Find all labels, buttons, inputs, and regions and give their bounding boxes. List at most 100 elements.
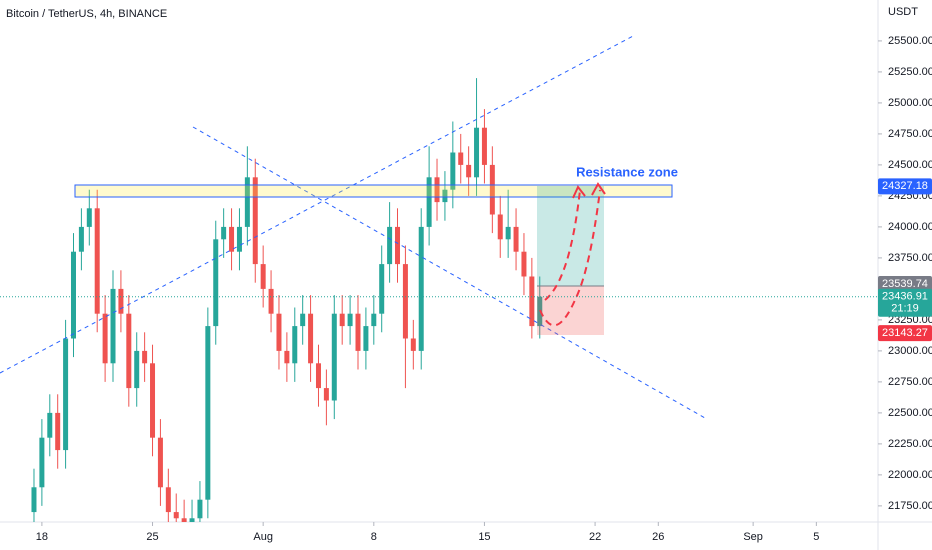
y-tick-label: 24500.00 (888, 159, 932, 171)
candle-body (260, 264, 266, 289)
loss-zone (537, 286, 604, 335)
candle-body (189, 518, 195, 522)
resistance-price: 24327.18 (882, 180, 928, 192)
projection-arrow (544, 189, 581, 301)
candle-body (450, 152, 456, 190)
x-tick-label: 8 (371, 531, 377, 543)
x-tick-label: 22 (589, 531, 601, 543)
candle-body (466, 164, 472, 178)
resistance-price-bg (878, 178, 932, 195)
candle-body (497, 214, 503, 240)
y-tick-label: 25000.00 (888, 97, 932, 109)
target-price: 23539.74 (882, 278, 928, 290)
candle-body (410, 338, 416, 351)
candle-body (442, 189, 448, 203)
candle-body (110, 288, 116, 364)
candle-body (142, 350, 148, 364)
x-tick-label: Sep (743, 531, 763, 543)
candle-body (371, 313, 377, 327)
y-unit: USDT (888, 6, 918, 18)
y-tick-label: 22500.00 (888, 407, 932, 419)
candle-body (521, 251, 527, 277)
target-price-bg (878, 275, 932, 292)
candle-body (150, 363, 156, 438)
drawings (0, 34, 706, 419)
candle-body (39, 437, 45, 488)
candle-body (315, 363, 321, 389)
candle-body (300, 313, 306, 327)
candle-body (355, 313, 361, 351)
x-tick-label: Aug (253, 531, 273, 543)
candle-body (252, 177, 258, 265)
candle-body (489, 164, 495, 215)
candle-body (102, 313, 108, 364)
candle-body (70, 251, 76, 339)
candle-body (31, 487, 37, 513)
candle-body (205, 326, 211, 500)
candle-body (78, 226, 84, 252)
candle-body (236, 226, 242, 252)
candle-body (157, 437, 163, 488)
y-tick-label: 23250.00 (888, 314, 932, 326)
candle-body (63, 338, 69, 451)
y-tick-label: 25500.00 (888, 35, 932, 47)
candle-body (126, 313, 132, 389)
candle-body (363, 326, 369, 351)
candle-body (513, 226, 519, 252)
candle-body (244, 177, 250, 227)
candle-body (94, 208, 100, 314)
candle-body (276, 313, 282, 351)
candle-body (339, 313, 345, 327)
projection-arrow (539, 189, 601, 327)
candle-body (134, 350, 140, 389)
candle-body (292, 326, 298, 364)
chart-title: Bitcoin / TetherUS, 4h, BINANCE (6, 8, 167, 20)
y-tick-label: 22750.00 (888, 376, 932, 388)
candle-body (529, 276, 535, 327)
candle-body (481, 127, 487, 165)
candle-body (221, 226, 227, 240)
candle-body (395, 226, 401, 265)
candle-body (402, 264, 408, 339)
y-tick-label: 23000.00 (888, 345, 932, 357)
candle-body (418, 226, 424, 351)
candle-body (55, 412, 61, 451)
y-tick-label: 24000.00 (888, 221, 932, 233)
annotation: Resistance zone (576, 164, 678, 179)
candle-body (505, 226, 511, 240)
candle-body (118, 288, 124, 314)
stop-price-bg (878, 325, 932, 342)
y-tick-label: 22000.00 (888, 469, 932, 481)
candle-body (323, 388, 329, 401)
x-tick-label: 26 (652, 531, 664, 543)
resistance-zone (74, 184, 673, 198)
candle-body (47, 412, 53, 438)
countdown: 21:19 (891, 303, 919, 315)
y-tick-label: 22250.00 (888, 438, 932, 450)
arrow-head (572, 182, 606, 199)
candle-body (284, 350, 290, 364)
candle-body (213, 239, 219, 327)
current-price-bg (878, 288, 932, 317)
x-tick-label: 18 (36, 531, 48, 543)
candle-body (387, 226, 393, 265)
x-tick-label: 5 (813, 531, 819, 543)
candle-body (229, 226, 235, 252)
candle-body (474, 127, 480, 178)
candle-body (165, 487, 171, 513)
y-tick-label: 21750.00 (888, 500, 932, 512)
candle-body (434, 177, 440, 203)
y-tick-label: 23750.00 (888, 252, 932, 264)
x-tick-label: 15 (478, 531, 490, 543)
candle-body (181, 518, 187, 522)
candle-body (426, 177, 432, 227)
candle-body (379, 264, 385, 314)
y-tick-label: 25250.00 (888, 66, 932, 78)
candle-body (347, 313, 353, 327)
candles (31, 78, 543, 522)
candle-body (308, 313, 314, 364)
trend-line (192, 126, 706, 419)
x-tick-label: 25 (146, 531, 158, 543)
